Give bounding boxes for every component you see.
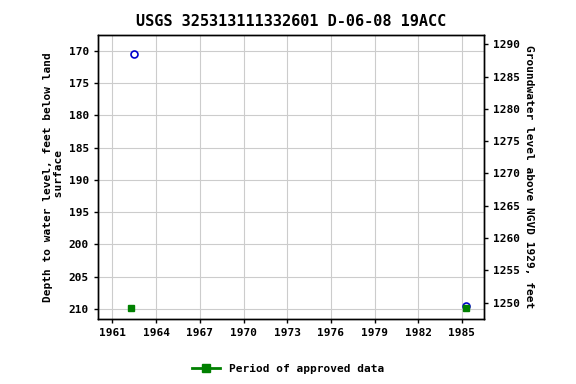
Legend: Period of approved data: Period of approved data bbox=[188, 359, 388, 379]
Y-axis label: Depth to water level, feet below land
 surface: Depth to water level, feet below land su… bbox=[43, 52, 65, 301]
Title: USGS 325313111332601 D-06-08 19ACC: USGS 325313111332601 D-06-08 19ACC bbox=[136, 14, 446, 29]
Y-axis label: Groundwater level above NGVD 1929, feet: Groundwater level above NGVD 1929, feet bbox=[524, 45, 534, 308]
